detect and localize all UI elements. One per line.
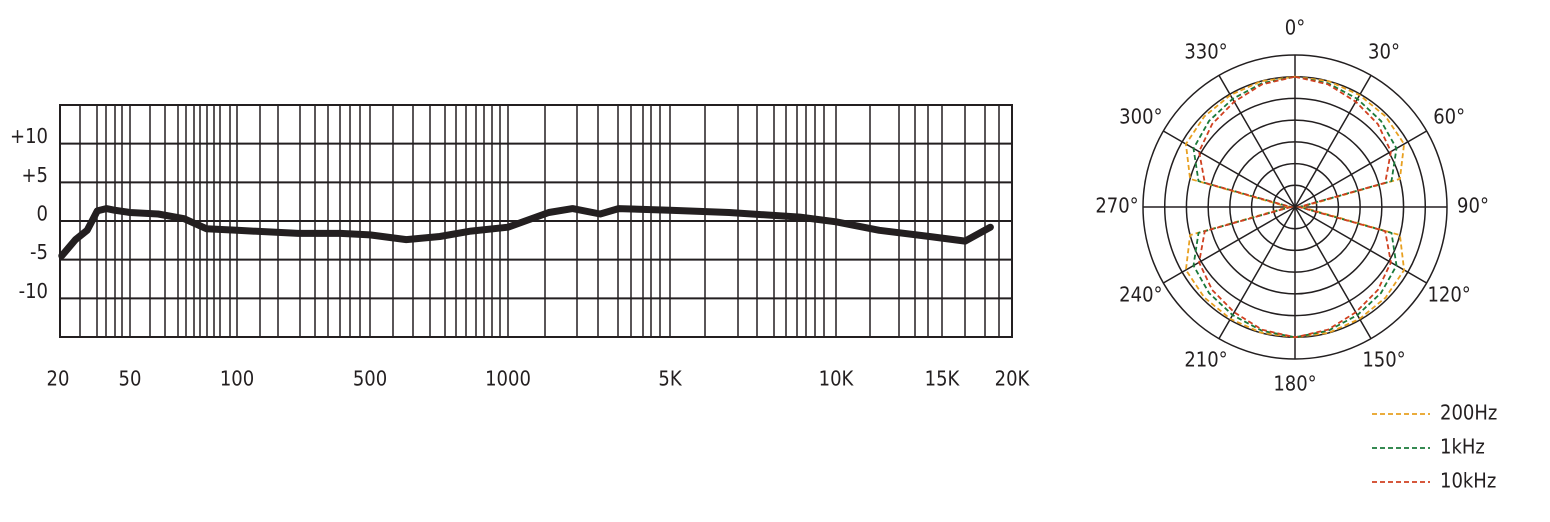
angle-label: 60° (1433, 105, 1465, 129)
angle-label: 210° (1184, 348, 1227, 372)
angle-label: 330° (1184, 39, 1227, 63)
y-tick-label: +5 (21, 163, 48, 187)
y-tick-label: -5 (30, 240, 48, 264)
y-tick-label: +10 (10, 124, 48, 148)
x-tick-label: 15K (925, 367, 961, 391)
angle-label: 180° (1273, 372, 1316, 396)
y-tick-label: -10 (19, 279, 48, 303)
x-tick-label: 20K (995, 367, 1031, 391)
polar-spoke (1294, 206, 1372, 340)
x-tick-label: 5K (658, 367, 682, 391)
legend-label: 10kHz (1440, 469, 1496, 493)
x-tick-label: 1000 (485, 367, 531, 391)
response-curve (58, 205, 994, 260)
angle-label: 270° (1095, 194, 1138, 218)
legend-label: 200Hz (1440, 401, 1497, 425)
x-tick-label: 20 (47, 367, 70, 391)
y-tick-label: 0 (37, 202, 48, 226)
x-tick-label: 10K (819, 367, 855, 391)
angle-label: 300° (1119, 105, 1162, 129)
angle-label: 240° (1119, 283, 1162, 307)
angle-label: 120° (1427, 283, 1470, 307)
polar-spoke (1294, 74, 1372, 208)
angle-label: 90° (1457, 194, 1489, 218)
x-tick-label: 100 (220, 367, 254, 391)
x-tick-label: 50 (119, 367, 142, 391)
polar-pattern (1192, 75, 1398, 339)
angle-label: 30° (1368, 39, 1400, 63)
x-tick-label: 500 (353, 367, 387, 391)
polar-spoke (1218, 74, 1296, 208)
polar-pattern (1198, 75, 1392, 339)
polar-spoke (1162, 206, 1296, 284)
polar-spoke (1218, 206, 1296, 340)
angle-label: 150° (1362, 348, 1405, 372)
polar-spoke (1294, 130, 1428, 208)
legend-label: 1kHz (1440, 435, 1485, 459)
angle-label: 0° (1285, 16, 1305, 40)
